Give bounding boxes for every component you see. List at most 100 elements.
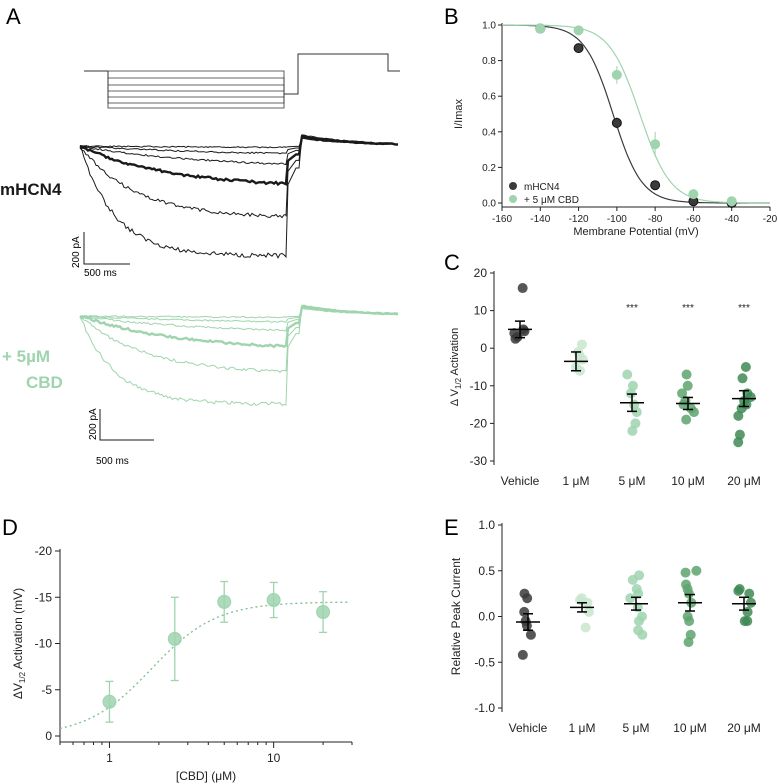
cbd-traces (79, 304, 399, 407)
current-trace (79, 307, 399, 323)
data-point (734, 429, 745, 440)
data-point (580, 622, 591, 633)
current-trace (79, 304, 399, 407)
data-point (573, 43, 584, 54)
data-point (611, 117, 622, 128)
x-tick-label: -20 (763, 214, 778, 225)
legend-marker (509, 182, 517, 190)
y-axis-label-part: 1/2 (454, 377, 463, 389)
y-tick-label: 0.0 (482, 199, 496, 210)
legend-entry: mHCN4 (524, 182, 560, 193)
y-tick-label: 0.2 (482, 163, 496, 174)
data-point (733, 410, 744, 421)
y-tick-label: -1.0 (474, 701, 495, 715)
scale-ctrl-current: 200 pA (71, 236, 82, 268)
data-point (631, 407, 642, 418)
y-tick-label: 0 (45, 729, 52, 743)
y-tick-label: 10 (474, 304, 488, 318)
data-point (576, 339, 587, 350)
y-axis-label: Δ V1/2 Activation (449, 328, 463, 406)
significance-marker: *** (738, 303, 750, 314)
data-point (691, 565, 702, 576)
data-point (316, 605, 331, 620)
current-trace (79, 134, 399, 187)
y-tick-label: 20 (474, 266, 488, 280)
data-point (733, 585, 744, 596)
data-point (737, 373, 748, 384)
data-point (682, 380, 693, 391)
current-trace (79, 305, 399, 373)
category-label: 5 μM (619, 474, 646, 488)
label-cbd-line1: + 5µM (2, 347, 50, 366)
panel-label-b: B (444, 4, 459, 29)
data-point (535, 23, 546, 34)
data-point (167, 631, 182, 646)
significance-marker: *** (626, 303, 638, 314)
scale-ctrl-time: 500 ms (84, 268, 117, 279)
protocol-step (107, 71, 285, 98)
panel-a: mHCN4 + 5µM CBD 200 pA 500 ms 200 pA 500… (0, 53, 400, 467)
x-tick-label: -40 (724, 214, 739, 225)
data-point (650, 180, 661, 191)
category-label: 20 μM (727, 474, 761, 488)
protocol-step (107, 71, 285, 94)
y-axis-label-part: Activation (mV) (11, 588, 25, 672)
current-trace (79, 134, 399, 259)
y-tick-label: 0 (480, 341, 487, 355)
legend-entry: + 5 μM CBD (524, 195, 579, 206)
category-label: 20 μM (727, 721, 761, 735)
data-point (517, 649, 528, 660)
data-point (677, 388, 688, 399)
data-point (627, 380, 638, 391)
data-point (627, 574, 638, 585)
x-tick-label: 10 (267, 751, 281, 765)
data-point (733, 437, 744, 448)
control-traces (79, 134, 399, 259)
data-point (102, 694, 117, 709)
data-point (744, 588, 755, 599)
category-label: 10 μM (673, 721, 707, 735)
category-label: Vehicle (501, 474, 540, 488)
y-tick-label: 1.0 (482, 21, 496, 32)
data-point (217, 594, 232, 609)
data-point (633, 588, 644, 599)
y-tick-label: 0.6 (482, 92, 496, 103)
y-axis-label-part: ΔV (11, 683, 25, 699)
y-tick-label: -0.5 (474, 655, 495, 669)
chart-d: 1 10 0 -5 -10 -15 -20 [CBD] (μM) ΔV1/2 Activatio… (11, 544, 353, 783)
y-tick-label: 0.4 (482, 127, 496, 138)
x-tick-label: -120 (569, 214, 589, 225)
panel-label-e: E (444, 515, 459, 540)
y-axis-label-part: Activation (449, 328, 461, 378)
y-tick-label: -30 (470, 454, 488, 468)
boltzmann-fit (502, 24, 770, 204)
data-point (680, 567, 691, 578)
chart-e: -1.0 -0.5 0.0 0.5 1.0 Relative Peak Current Ve… (449, 518, 761, 735)
legend-marker (509, 195, 517, 203)
data-point (519, 326, 530, 337)
data-point (684, 616, 695, 627)
protocol-step (108, 70, 285, 94)
protocol-step (107, 71, 285, 104)
panel-label-d: D (2, 515, 18, 540)
data-point (688, 407, 699, 418)
y-tick-label: -20 (35, 544, 53, 558)
data-point (625, 593, 636, 604)
data-point (683, 637, 694, 648)
x-axis-label: [CBD] (μM) (176, 769, 236, 783)
y-tick-label: -10 (470, 379, 488, 393)
label-cbd-line2: CBD (26, 373, 63, 392)
data-point (630, 418, 641, 429)
significance-marker: *** (682, 303, 694, 314)
data-point (266, 593, 281, 608)
data-point (611, 69, 622, 80)
y-tick-label: 0.8 (482, 56, 496, 67)
category-label: Vehicle (509, 721, 548, 735)
data-point (622, 369, 633, 380)
label-mhcn4: mHCN4 (0, 180, 62, 199)
protocol-step (107, 71, 285, 94)
y-tick-label: -10 (35, 637, 53, 651)
y-axis-label-part: Δ V (449, 388, 461, 406)
data-point (633, 616, 644, 627)
